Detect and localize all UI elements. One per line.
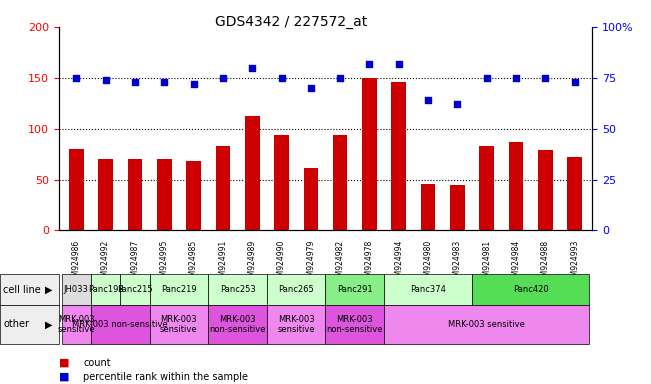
Text: Panc374: Panc374 <box>410 285 446 294</box>
Bar <box>303 168 318 230</box>
Bar <box>245 116 260 230</box>
Text: ▶: ▶ <box>45 319 53 329</box>
Point <box>482 74 492 81</box>
Text: cell line: cell line <box>3 285 41 295</box>
Text: ■: ■ <box>59 372 69 382</box>
Text: other: other <box>3 319 29 329</box>
Text: ■: ■ <box>59 358 69 368</box>
Text: GDS4342 / 227572_at: GDS4342 / 227572_at <box>215 15 367 29</box>
Bar <box>391 82 406 230</box>
Bar <box>274 135 289 230</box>
Point <box>511 74 521 81</box>
Text: Panc291: Panc291 <box>337 285 372 294</box>
Point <box>71 74 81 81</box>
Bar <box>157 159 171 230</box>
Point <box>365 60 375 66</box>
Point <box>335 74 346 81</box>
Bar <box>480 146 494 230</box>
Text: Panc215: Panc215 <box>117 285 153 294</box>
Text: ▶: ▶ <box>45 285 53 295</box>
Bar <box>421 184 436 230</box>
Point <box>130 79 140 85</box>
Point <box>100 77 111 83</box>
Point <box>217 74 228 81</box>
Text: Panc219: Panc219 <box>161 285 197 294</box>
Text: count: count <box>83 358 111 368</box>
Bar <box>538 150 553 230</box>
Text: JH033: JH033 <box>64 285 89 294</box>
Text: MRK-003
non-sensitive: MRK-003 non-sensitive <box>209 315 266 334</box>
Bar <box>362 78 377 230</box>
Bar <box>215 146 230 230</box>
Point <box>423 97 434 103</box>
Point <box>452 101 463 107</box>
Text: Panc420: Panc420 <box>513 285 549 294</box>
Point <box>159 79 169 85</box>
Bar <box>568 157 582 230</box>
Text: MRK-003
sensitive: MRK-003 sensitive <box>160 315 198 334</box>
Point <box>305 85 316 91</box>
Bar <box>69 149 83 230</box>
Text: MRK-003
sensitive: MRK-003 sensitive <box>57 315 95 334</box>
Text: MRK-003 sensitive: MRK-003 sensitive <box>449 320 525 329</box>
Text: percentile rank within the sample: percentile rank within the sample <box>83 372 248 382</box>
Point <box>276 74 286 81</box>
Text: Panc198: Panc198 <box>88 285 124 294</box>
Point <box>247 65 257 71</box>
Text: MRK-003 non-sensitive: MRK-003 non-sensitive <box>72 320 168 329</box>
Bar <box>450 185 465 230</box>
Bar <box>333 135 348 230</box>
Point <box>570 79 580 85</box>
Point <box>540 74 551 81</box>
Text: Panc253: Panc253 <box>219 285 255 294</box>
Bar <box>128 159 142 230</box>
Bar <box>186 161 201 230</box>
Bar <box>509 142 523 230</box>
Text: MRK-003
sensitive: MRK-003 sensitive <box>277 315 315 334</box>
Text: MRK-003
non-sensitive: MRK-003 non-sensitive <box>327 315 383 334</box>
Bar <box>98 159 113 230</box>
Text: Panc265: Panc265 <box>278 285 314 294</box>
Point <box>394 60 404 66</box>
Point <box>188 81 199 87</box>
